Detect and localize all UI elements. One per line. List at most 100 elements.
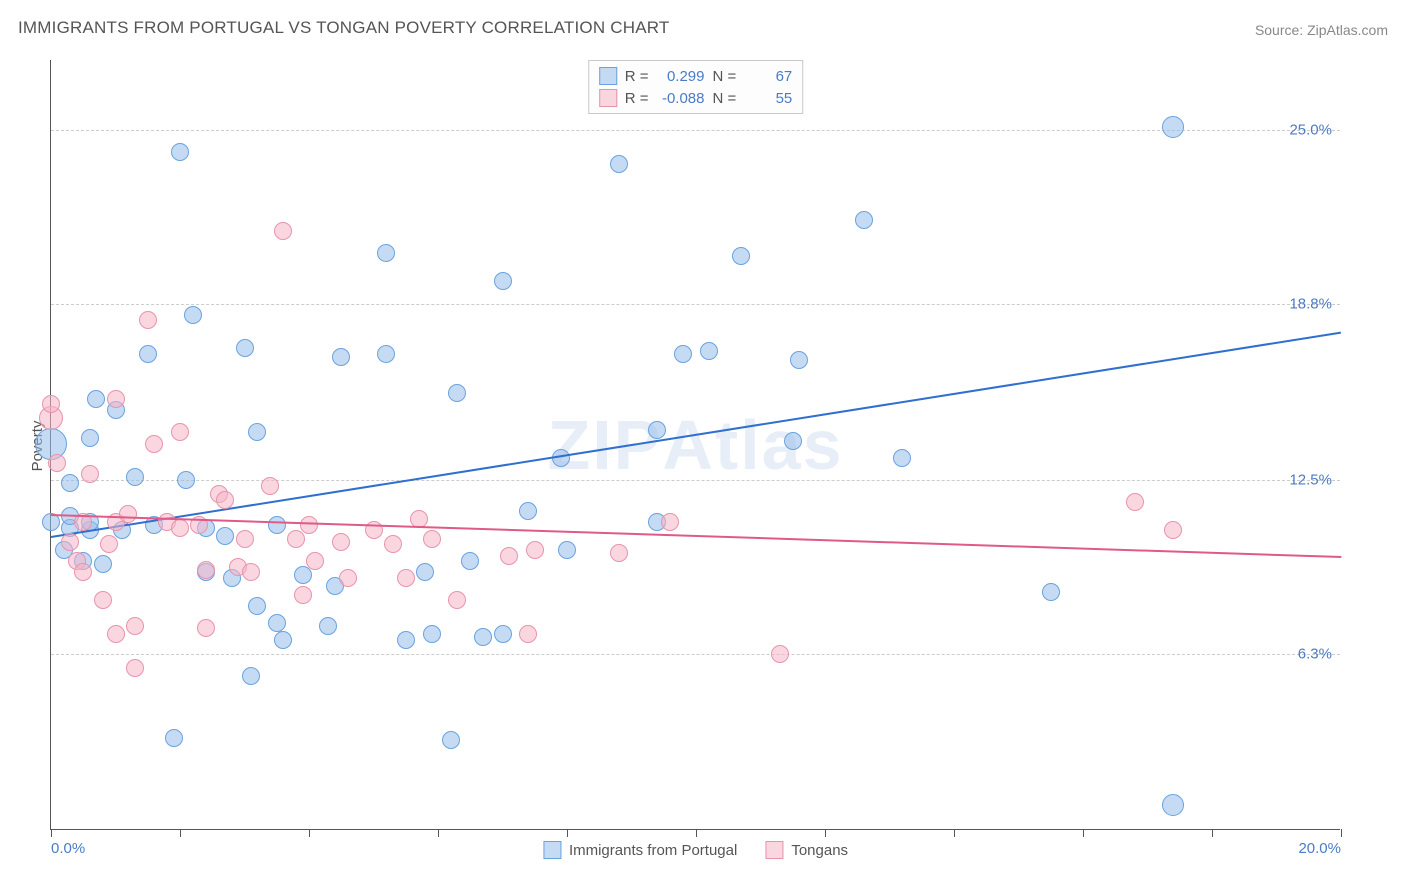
scatter-point xyxy=(171,143,189,161)
gridline xyxy=(51,130,1340,131)
legend-item-0: Immigrants from Portugal xyxy=(543,841,737,859)
scatter-point xyxy=(197,619,215,637)
scatter-point xyxy=(171,519,189,537)
scatter-point xyxy=(610,544,628,562)
source-name: ZipAtlas.com xyxy=(1307,22,1388,38)
scatter-point xyxy=(442,731,460,749)
scatter-point xyxy=(893,449,911,467)
trend-line xyxy=(51,332,1341,538)
scatter-point xyxy=(94,555,112,573)
scatter-point xyxy=(94,591,112,609)
x-tick xyxy=(954,829,955,837)
y-tick-label: 6.3% xyxy=(1298,645,1332,662)
scatter-point xyxy=(236,339,254,357)
legend-correlation: R = 0.299 N = 67 R = -0.088 N = 55 xyxy=(588,60,804,114)
scatter-point xyxy=(377,345,395,363)
scatter-point xyxy=(42,395,60,413)
scatter-point xyxy=(268,614,286,632)
x-tick-label: 0.0% xyxy=(51,840,85,857)
legend-row-series-1: R = -0.088 N = 55 xyxy=(599,87,793,109)
scatter-point xyxy=(107,625,125,643)
scatter-point xyxy=(397,631,415,649)
scatter-point xyxy=(384,535,402,553)
scatter-point xyxy=(416,563,434,581)
scatter-point xyxy=(107,390,125,408)
legend-n-prefix: N = xyxy=(713,68,737,85)
x-tick xyxy=(180,829,181,837)
scatter-point xyxy=(700,342,718,360)
scatter-point xyxy=(216,527,234,545)
gridline xyxy=(51,480,1340,481)
scatter-point xyxy=(1162,116,1184,138)
scatter-point xyxy=(248,597,266,615)
chart-title: IMMIGRANTS FROM PORTUGAL VS TONGAN POVER… xyxy=(18,18,669,38)
scatter-point xyxy=(184,306,202,324)
scatter-point xyxy=(397,569,415,587)
scatter-point xyxy=(294,566,312,584)
legend-swatch-0 xyxy=(599,67,617,85)
legend-n-value-1: 55 xyxy=(744,90,792,107)
scatter-point xyxy=(423,530,441,548)
plot-area: ZIPAtlas R = 0.299 N = 67 R = -0.088 N =… xyxy=(50,60,1340,830)
legend-swatch-bottom-1 xyxy=(765,841,783,859)
scatter-point xyxy=(268,516,286,534)
scatter-point xyxy=(300,516,318,534)
scatter-point xyxy=(74,563,92,581)
scatter-point xyxy=(474,628,492,646)
x-tick xyxy=(1212,829,1213,837)
legend-swatch-1 xyxy=(599,89,617,107)
scatter-point xyxy=(126,617,144,635)
scatter-point xyxy=(242,563,260,581)
source-label: Source: ZipAtlas.com xyxy=(1255,22,1388,38)
scatter-point xyxy=(448,384,466,402)
legend-n-prefix: N = xyxy=(713,90,737,107)
watermark-atlas: Atlas xyxy=(662,406,843,484)
scatter-point xyxy=(61,474,79,492)
scatter-point xyxy=(448,591,466,609)
gridline xyxy=(51,654,1340,655)
scatter-point xyxy=(648,421,666,439)
y-tick-label: 18.8% xyxy=(1289,295,1332,312)
scatter-point xyxy=(61,533,79,551)
legend-r-value-1: -0.088 xyxy=(657,90,705,107)
scatter-point xyxy=(306,552,324,570)
chart-container: IMMIGRANTS FROM PORTUGAL VS TONGAN POVER… xyxy=(0,0,1406,892)
scatter-point xyxy=(1164,521,1182,539)
scatter-point xyxy=(519,502,537,520)
scatter-point xyxy=(126,659,144,677)
scatter-point xyxy=(377,244,395,262)
legend-label-0: Immigrants from Portugal xyxy=(569,842,737,859)
scatter-point xyxy=(1162,794,1184,816)
scatter-point xyxy=(500,547,518,565)
scatter-point xyxy=(610,155,628,173)
scatter-point xyxy=(171,423,189,441)
legend-label-1: Tongans xyxy=(791,842,848,859)
scatter-point xyxy=(287,530,305,548)
scatter-point xyxy=(494,625,512,643)
scatter-point xyxy=(100,535,118,553)
legend-r-value-0: 0.299 xyxy=(657,68,705,85)
legend-r-prefix: R = xyxy=(625,68,649,85)
scatter-point xyxy=(242,667,260,685)
scatter-point xyxy=(48,454,66,472)
scatter-point xyxy=(558,541,576,559)
legend-swatch-bottom-0 xyxy=(543,841,561,859)
scatter-point xyxy=(139,311,157,329)
scatter-point xyxy=(319,617,337,635)
legend-item-1: Tongans xyxy=(765,841,848,859)
scatter-point xyxy=(784,432,802,450)
watermark-zip: ZIP xyxy=(547,406,662,484)
scatter-point xyxy=(197,561,215,579)
scatter-point xyxy=(294,586,312,604)
source-prefix: Source: xyxy=(1255,22,1307,38)
x-tick xyxy=(1341,829,1342,837)
scatter-point xyxy=(216,491,234,509)
scatter-point xyxy=(236,530,254,548)
scatter-point xyxy=(87,390,105,408)
scatter-point xyxy=(274,222,292,240)
scatter-point xyxy=(1126,493,1144,511)
gridline xyxy=(51,304,1340,305)
scatter-point xyxy=(461,552,479,570)
x-tick xyxy=(1083,829,1084,837)
x-tick xyxy=(438,829,439,837)
